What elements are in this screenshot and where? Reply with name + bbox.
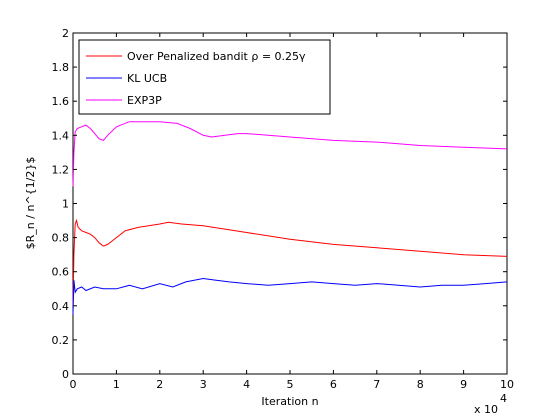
series-line-2 bbox=[72, 121, 508, 187]
legend: Over Penalized bandit ρ = 0.25γ KL UCB EXP… bbox=[78, 39, 331, 115]
y-tick-label: 1.4 bbox=[52, 129, 70, 142]
legend-label-0: Over Penalized bandit ρ = 0.25γ bbox=[127, 50, 306, 63]
y-tick-label: 0.6 bbox=[52, 266, 70, 279]
y-axis-ticks: 0 0.2 0.4 0.6 0.8 1 1.2 1.4 1.6 1.8 2 bbox=[52, 27, 507, 381]
series-line-1 bbox=[72, 277, 508, 315]
y-tick-label: 0.8 bbox=[52, 232, 70, 245]
series-layer bbox=[72, 121, 508, 315]
y-tick-label: 1.6 bbox=[52, 95, 70, 108]
y-tick-label: 0.4 bbox=[52, 300, 70, 313]
legend-box bbox=[78, 39, 331, 115]
legend-label-2: EXP3P bbox=[127, 94, 162, 107]
x-tick-label: 4 bbox=[243, 378, 250, 391]
x-tick-label: 0 bbox=[70, 378, 77, 391]
x-tick-label: 8 bbox=[417, 378, 424, 391]
y-tick-label: 0 bbox=[62, 368, 69, 381]
y-axis-label: $R_n / n^{1/2}$ bbox=[24, 157, 37, 250]
y-tick-label: 1.2 bbox=[52, 163, 70, 176]
x-axis-label: Iteration n bbox=[261, 395, 318, 408]
x-axis-ticks: 0 1 2 3 4 5 6 7 8 9 10 bbox=[70, 33, 514, 391]
x-tick-label: 9 bbox=[460, 378, 467, 391]
x-tick-label: 3 bbox=[200, 378, 207, 391]
legend-label-1: KL UCB bbox=[127, 72, 167, 85]
x-tick-label: 1 bbox=[113, 378, 120, 391]
y-tick-label: 0.2 bbox=[52, 334, 70, 347]
x-tick-label: 6 bbox=[330, 378, 337, 391]
y-tick-label: 1.8 bbox=[52, 61, 70, 74]
x-tick-label: 10 bbox=[500, 378, 514, 391]
x-tick-label: 7 bbox=[373, 378, 380, 391]
y-tick-label: 2 bbox=[62, 27, 69, 40]
series-line-0 bbox=[72, 218, 508, 306]
x-multiplier-exponent: 4 bbox=[500, 392, 507, 405]
x-multiplier-label: x 10 bbox=[474, 403, 498, 416]
y-tick-label: 1 bbox=[62, 198, 69, 211]
x-tick-label: 5 bbox=[287, 378, 294, 391]
x-tick-label: 2 bbox=[156, 378, 163, 391]
